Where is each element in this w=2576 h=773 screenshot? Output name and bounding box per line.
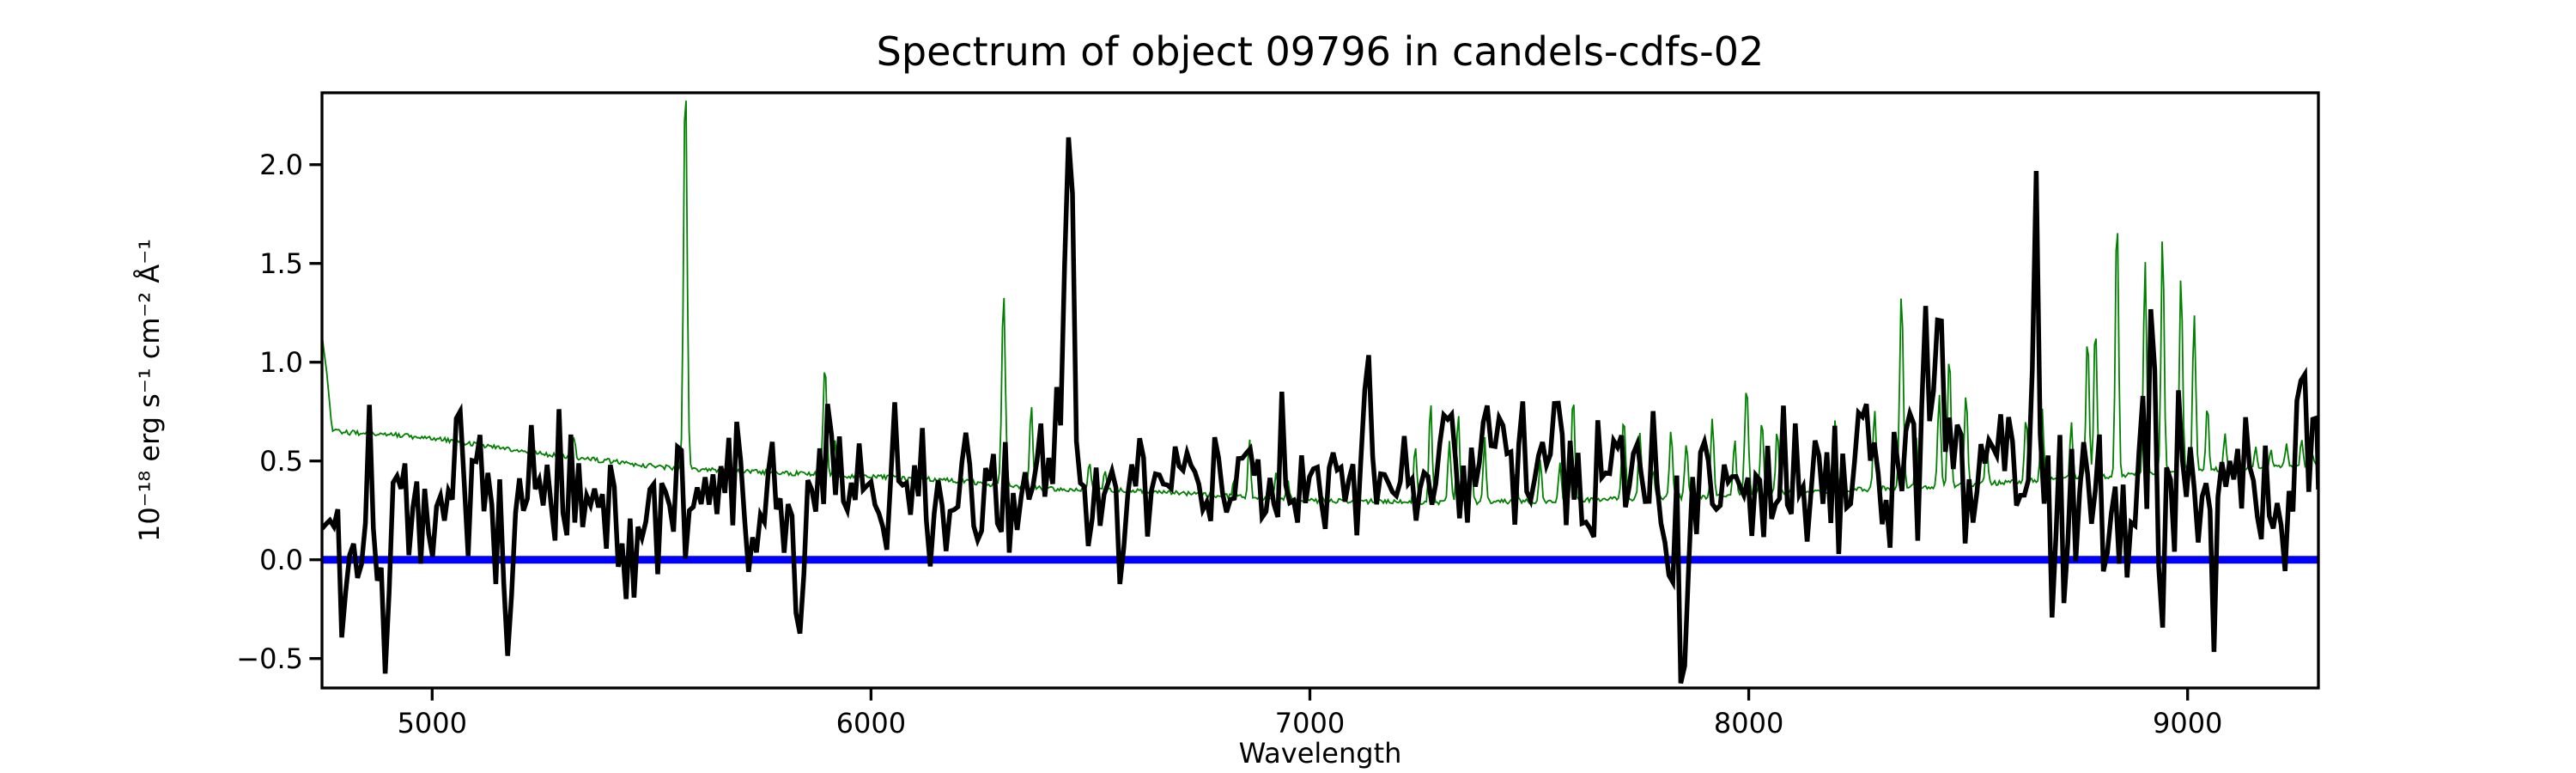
noise-spectrum-line (322, 100, 2318, 507)
x-axis-label: Wavelength (1239, 737, 1402, 770)
y-tick-label: 1.0 (259, 346, 303, 379)
series-layer (322, 100, 2318, 685)
x-tick-label: 9000 (2153, 707, 2222, 740)
ticks-layer: 5000 6000 7000 8000 9000 −0.5 0.0 0.5 1.0 1.5 2.0 (236, 149, 2222, 740)
y-tick-label: 1.5 (259, 247, 303, 280)
x-tick-label: 6000 (836, 707, 906, 740)
x-tick-label: 8000 (1714, 707, 1783, 740)
y-axis-label: 10⁻¹⁸ erg s⁻¹ cm⁻² Å⁻¹ (133, 239, 166, 542)
y-tick-label: 0.0 (259, 544, 303, 576)
flux-line (322, 137, 2318, 685)
y-tick-label: −0.5 (236, 642, 303, 675)
plot-title: Spectrum of object 09796 in candels-cdfs… (877, 28, 1765, 75)
x-tick-label: 7000 (1275, 707, 1345, 740)
y-tick-label: 0.5 (259, 445, 303, 478)
x-tick-label: 5000 (398, 707, 467, 740)
axes-spine (320, 91, 2320, 690)
y-tick-label: 2.0 (259, 149, 303, 181)
